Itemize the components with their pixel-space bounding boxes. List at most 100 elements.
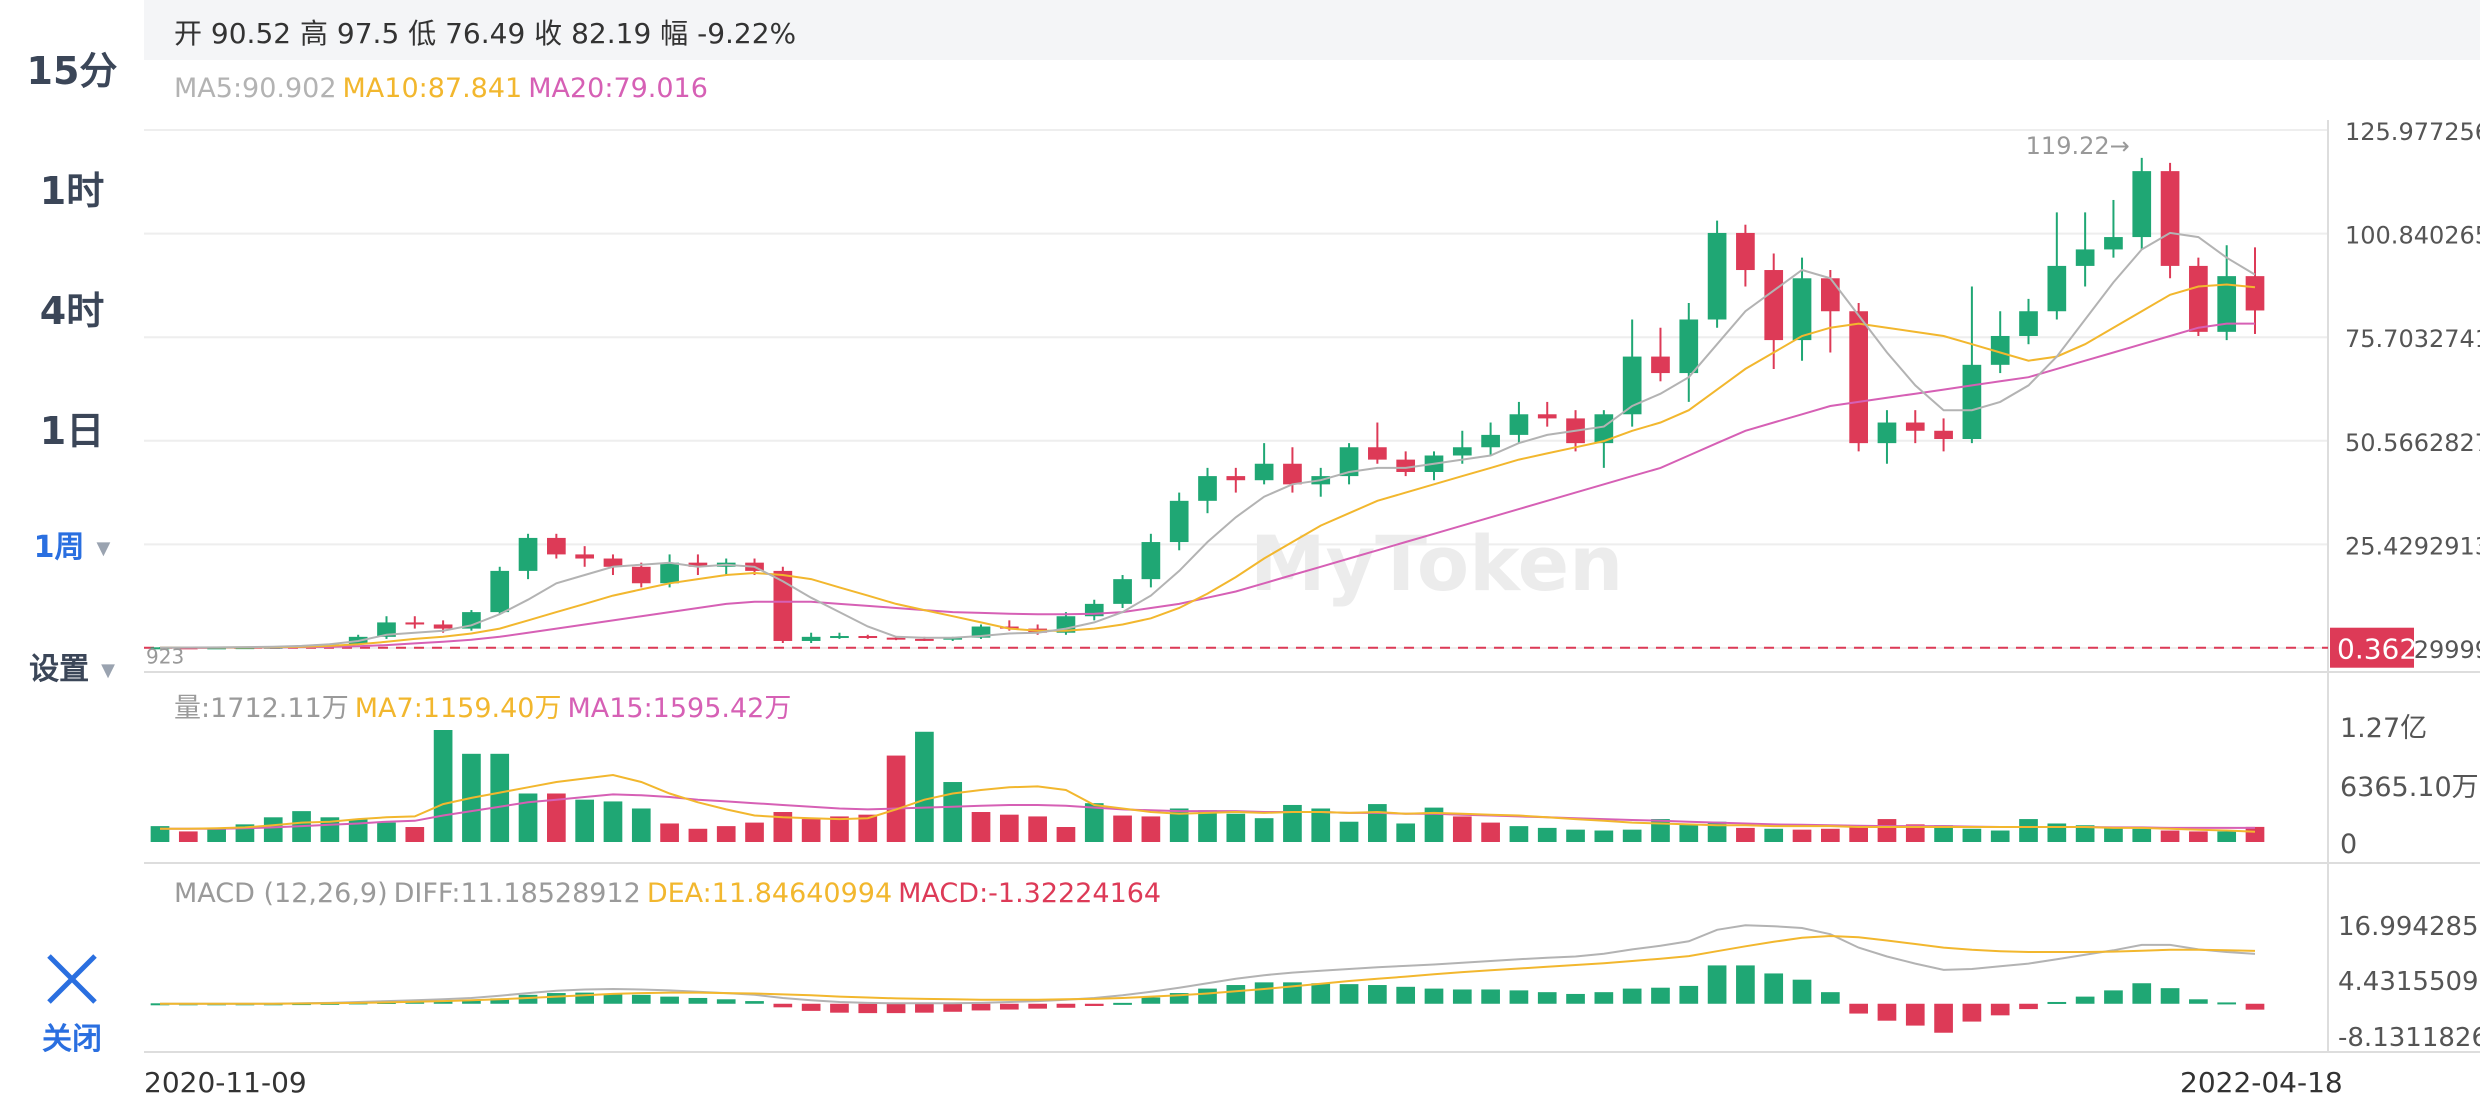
interval-sidebar: 15分 1时 4时 1日 1周 ▼ 设置 ▼ 关闭 xyxy=(0,0,144,1116)
volume-bar xyxy=(631,808,651,842)
volume-bar xyxy=(207,828,226,842)
candle xyxy=(2160,162,2180,279)
candle xyxy=(631,562,651,588)
ma20-legend: MA20:79.016 xyxy=(528,73,708,104)
macd-bar xyxy=(2189,999,2208,1004)
candle xyxy=(1481,422,1500,456)
settings-button[interactable]: 设置 ▼ xyxy=(0,644,144,688)
macd-bar xyxy=(886,1003,906,1014)
macd-bar xyxy=(1254,982,1274,1004)
candle xyxy=(2132,157,2152,250)
current-price-label: 0.362 xyxy=(2337,633,2417,666)
interval-15min[interactable]: 15分 xyxy=(26,49,118,93)
ma5-legend: MA5:90.902 xyxy=(174,73,337,104)
candle-body xyxy=(830,636,849,639)
interval-1hour[interactable]: 1时 xyxy=(39,169,105,213)
volume-bar xyxy=(1820,828,1840,842)
volume-bar xyxy=(2160,830,2180,842)
macd-bar xyxy=(943,1003,963,1012)
candle xyxy=(1651,327,1670,382)
candle-body xyxy=(999,626,1019,629)
candle xyxy=(1679,303,1699,402)
volume-bar xyxy=(575,799,595,842)
macd-bar xyxy=(1226,985,1246,1004)
volume-bar xyxy=(1169,808,1189,842)
candle-body xyxy=(405,622,425,625)
macd-bar xyxy=(547,993,566,1004)
candle xyxy=(830,632,849,639)
macd-bar xyxy=(1537,992,1557,1004)
volume-bar xyxy=(2189,831,2208,842)
volume-bar xyxy=(1792,829,1812,842)
candle-body xyxy=(1141,542,1161,580)
volume-bar xyxy=(1877,819,1897,842)
price-axis-label: 75.70327418 xyxy=(2345,325,2480,353)
interval-1day[interactable]: 1日 xyxy=(39,409,105,453)
macd-axis-label: -8.13118267 xyxy=(2338,1023,2480,1053)
volume-bar xyxy=(1056,827,1076,842)
candle-body xyxy=(433,624,453,629)
vol-ma15-legend: MA15:1595.42万 xyxy=(567,693,792,724)
macd-bar xyxy=(2047,1001,2067,1004)
macd-bar xyxy=(631,994,651,1004)
candle-body xyxy=(547,537,566,555)
candle xyxy=(2245,247,2265,334)
volume-bar xyxy=(886,755,906,842)
candle-body xyxy=(2019,311,2038,336)
macd-title: MACD (12,26,9) xyxy=(174,878,388,909)
volume-bar xyxy=(1084,803,1104,842)
macd-bar xyxy=(1934,1003,1953,1033)
close-indicators-button[interactable]: 关闭 xyxy=(0,950,144,1058)
volume-value-legend: 量:1712.11万 xyxy=(174,693,349,724)
candle-body xyxy=(603,558,623,567)
volume-bar xyxy=(2104,827,2123,842)
price-axis-label: 125.97725699 xyxy=(2345,118,2480,146)
macd-bar xyxy=(660,996,679,1004)
price-axis-label: 100.84026559 xyxy=(2345,222,2480,250)
candle-body xyxy=(688,562,708,567)
volume-legend: 量:1712.11万 MA7:1159.40万 MA15:1595.42万 xyxy=(174,686,797,725)
volume-bar xyxy=(1424,807,1444,842)
macd-bar xyxy=(1141,997,1161,1004)
candle-body xyxy=(1283,463,1302,485)
macd-axis-label: 16.99428558 xyxy=(2338,912,2480,942)
volume-axis-label: 6365.10万 xyxy=(2340,772,2479,803)
macd-bar xyxy=(1509,990,1529,1004)
interval-1week[interactable]: 1周 ▼ xyxy=(0,522,144,566)
macd-bar xyxy=(1990,1003,2010,1016)
candle xyxy=(547,533,566,559)
macd-bar xyxy=(1028,1003,1047,1009)
volume-bar xyxy=(2019,819,2038,842)
volume-bar xyxy=(433,730,453,842)
ma10-legend: MA10:87.841 xyxy=(342,73,523,104)
macd-bar xyxy=(1594,992,1614,1004)
macd-bar xyxy=(1962,1003,1982,1022)
macd-bar xyxy=(1679,985,1699,1004)
candle-body xyxy=(2132,171,2152,238)
candle xyxy=(716,558,736,576)
macd-bar xyxy=(915,1003,934,1013)
candle-body xyxy=(2245,276,2265,311)
candle-body xyxy=(1396,459,1416,472)
macd-bar xyxy=(1113,1002,1132,1005)
volume-axis-label: 1.27亿 xyxy=(2340,713,2427,744)
volume-bar xyxy=(1707,821,1727,842)
candle xyxy=(405,616,425,629)
macd-bar xyxy=(2132,983,2152,1004)
volume-bar xyxy=(1226,813,1246,842)
macd-bar xyxy=(801,1003,821,1011)
candle xyxy=(1509,401,1529,444)
macd-bar xyxy=(1084,1003,1104,1006)
candle-body xyxy=(518,537,538,571)
candle xyxy=(1849,303,1868,452)
vol-ma7-legend: MA7:1159.40万 xyxy=(354,693,562,724)
volume-bar xyxy=(1622,829,1642,842)
candle xyxy=(462,610,481,631)
macd-bar xyxy=(490,998,510,1004)
macd-diff-line xyxy=(160,924,2256,1005)
candle xyxy=(1084,599,1104,621)
candle-body xyxy=(2075,249,2095,266)
interval-4hour[interactable]: 4时 xyxy=(39,289,105,333)
candle-body xyxy=(1537,414,1557,419)
